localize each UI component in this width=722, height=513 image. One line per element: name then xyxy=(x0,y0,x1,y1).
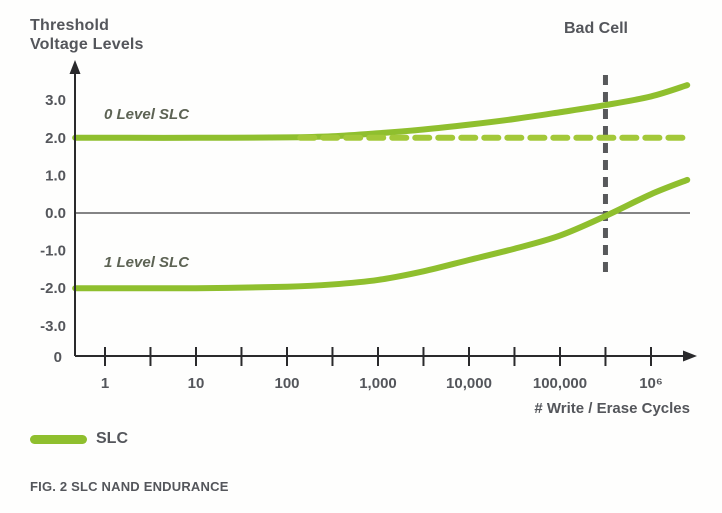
y-tick-label: -1.0 xyxy=(40,243,66,260)
x-tick-label: 10⁶ xyxy=(639,375,663,392)
x-tick-label: 100,000 xyxy=(533,375,587,392)
series-label-0-level-slc: 0 Level SLC xyxy=(104,106,190,123)
x-tick-label: 100 xyxy=(274,375,299,392)
x-tick-label: 1,000 xyxy=(359,375,397,392)
x-tick-label: 1 xyxy=(101,375,109,392)
figure-caption: FIG. 2 SLC NAND ENDURANCE xyxy=(30,479,229,494)
x-axis-title: # Write / Erase Cycles xyxy=(534,400,690,417)
legend-line-swatch xyxy=(30,434,87,444)
y-tick-label: 0.0 xyxy=(45,205,66,222)
chart-title-line2: Voltage Levels xyxy=(30,36,144,53)
series-curve-1 xyxy=(72,176,691,292)
x-tick-label: 10,000 xyxy=(446,375,492,392)
chart-title: Threshold Voltage Levels xyxy=(30,16,144,54)
chart-legend: SLC xyxy=(30,430,128,448)
x-axis-arrowhead xyxy=(683,350,697,362)
y-axis-arrowhead xyxy=(69,60,81,74)
series-curve-0 xyxy=(72,82,691,141)
series-label-1-level-slc: 1 Level SLC xyxy=(104,254,190,271)
y-tick-label: 1.0 xyxy=(45,167,66,184)
y-tick-label: -3.0 xyxy=(40,318,66,335)
legend-label-slc: SLC xyxy=(96,430,128,447)
x-tick-label: 10 xyxy=(188,375,205,392)
y-tick-label: 2.0 xyxy=(45,130,66,147)
chart-title-line1: Threshold xyxy=(30,17,110,34)
bad-cell-label: Bad Cell xyxy=(563,20,628,37)
origin-label: 0 xyxy=(54,349,62,366)
y-tick-label: -2.0 xyxy=(40,280,66,297)
y-tick-label: 3.0 xyxy=(45,92,66,109)
